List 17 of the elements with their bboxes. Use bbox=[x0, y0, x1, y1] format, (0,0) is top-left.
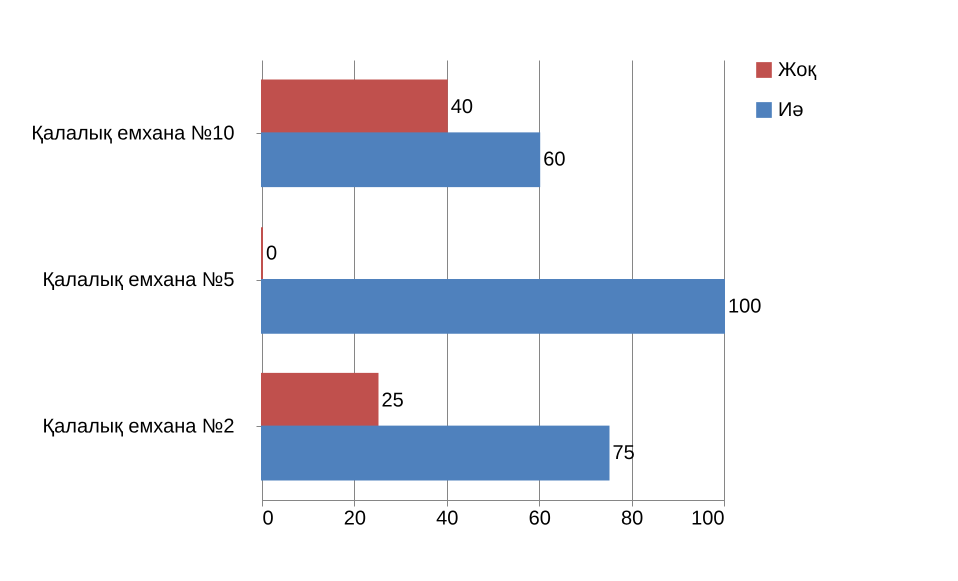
x-tick-label: 100 bbox=[691, 508, 724, 530]
x-tick-label: 60 bbox=[528, 508, 551, 530]
x-tick-label: 0 bbox=[262, 508, 274, 530]
data-label: 100 bbox=[728, 295, 762, 318]
data-label: 25 bbox=[382, 389, 404, 412]
legend-label: Жоқ bbox=[778, 59, 816, 81]
data-label: 60 bbox=[543, 148, 566, 171]
y-tick-label: Қалалық емхана №2 bbox=[42, 416, 234, 438]
data-label: 75 bbox=[612, 442, 635, 464]
y-tick-label: Қалалық емхана №5 bbox=[42, 269, 234, 291]
x-tick-label: 20 bbox=[344, 508, 366, 530]
data-label: 40 bbox=[450, 96, 474, 118]
data-label: 0 bbox=[266, 242, 278, 265]
x-tick-label: 80 bbox=[620, 508, 644, 530]
legend-label: Иә bbox=[778, 99, 804, 121]
y-tick-label: Қалалық емхана №10 bbox=[31, 122, 234, 144]
x-tick-label: 40 bbox=[436, 508, 458, 530]
